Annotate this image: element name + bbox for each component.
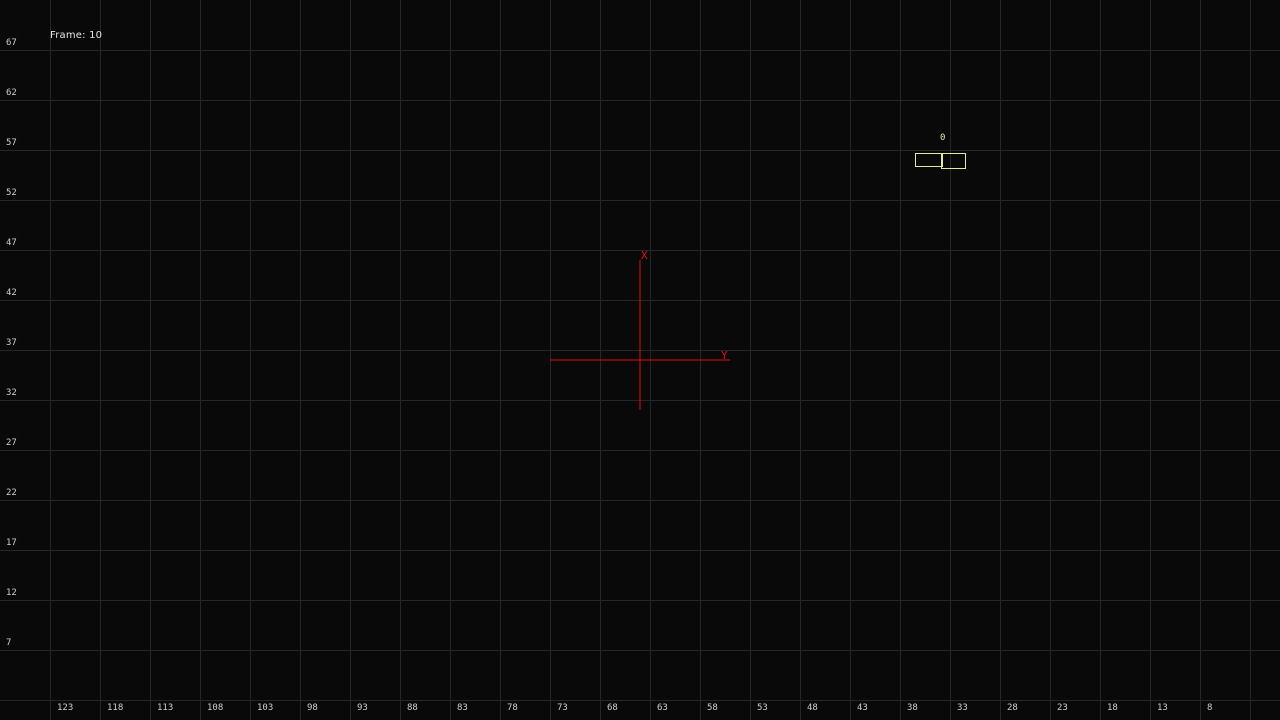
x-tick-label: 58 xyxy=(707,703,718,713)
x-tick-label: 88 xyxy=(407,703,418,713)
x-tick-label: 18 xyxy=(1107,703,1118,713)
object-box-right xyxy=(941,153,966,169)
tracked-object[interactable]: 0 xyxy=(915,133,966,169)
y-tick-label: 17 xyxy=(6,538,17,548)
x-tick-label: 103 xyxy=(257,703,273,713)
x-tick-label: 13 xyxy=(1157,703,1168,713)
x-tick-label: 73 xyxy=(557,703,568,713)
y-tick-label: 57 xyxy=(6,138,17,148)
x-tick-label: 8 xyxy=(1207,703,1212,713)
origin-x-label: X xyxy=(641,249,648,262)
x-axis-tick-labels: 123 118 113 108 103 98 93 88 83 78 73 68 63 58 53 48 43 3… xyxy=(57,703,1212,713)
y-tick-label: 7 xyxy=(6,638,11,648)
y-tick-label: 37 xyxy=(6,338,17,348)
frame-counter: Frame: 10 xyxy=(50,30,103,41)
y-tick-label: 27 xyxy=(6,438,17,448)
x-tick-label: 83 xyxy=(457,703,468,713)
y-axis-tick-labels: 67 62 57 52 47 42 37 32 27 22 17 12 7 xyxy=(6,38,17,648)
x-tick-label: 78 xyxy=(507,703,518,713)
object-id-label: 0 xyxy=(940,133,945,143)
x-tick-label: 38 xyxy=(907,703,918,713)
y-tick-label: 67 xyxy=(6,38,17,48)
x-tick-label: 123 xyxy=(57,703,73,713)
y-tick-label: 52 xyxy=(6,188,17,198)
x-tick-label: 33 xyxy=(957,703,968,713)
y-tick-label: 32 xyxy=(6,388,17,398)
origin-y-label: Y xyxy=(721,349,728,362)
origin-axes-gizmo: X Y xyxy=(550,249,730,410)
x-tick-label: 118 xyxy=(107,703,123,713)
y-tick-label: 42 xyxy=(6,288,17,298)
y-tick-label: 62 xyxy=(6,88,17,98)
x-tick-label: 68 xyxy=(607,703,618,713)
y-tick-label: 47 xyxy=(6,238,17,248)
x-tick-label: 93 xyxy=(357,703,368,713)
x-tick-label: 23 xyxy=(1057,703,1068,713)
x-tick-label: 113 xyxy=(157,703,173,713)
y-tick-label: 22 xyxy=(6,488,17,498)
x-tick-label: 48 xyxy=(807,703,818,713)
x-tick-label: 63 xyxy=(657,703,668,713)
x-tick-label: 108 xyxy=(207,703,223,713)
x-tick-label: 98 xyxy=(307,703,318,713)
x-tick-label: 28 xyxy=(1007,703,1018,713)
object-box-left xyxy=(915,153,943,167)
x-tick-label: 43 xyxy=(857,703,868,713)
x-tick-label: 53 xyxy=(757,703,768,713)
y-tick-label: 12 xyxy=(6,588,17,598)
